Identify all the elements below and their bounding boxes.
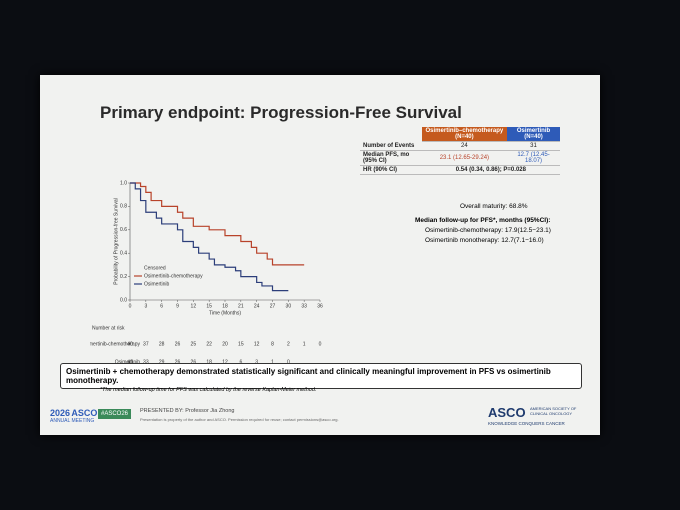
maturity: Overall maturity: 68.8% [460, 203, 528, 210]
x-tick-label: 36 [317, 303, 323, 309]
y-tick-label: 0.0 [120, 297, 127, 303]
y-tick-label: 1.0 [120, 180, 127, 186]
at-risk-count: 6 [239, 359, 242, 365]
hashtag: #ASCO26 [98, 409, 132, 419]
at-risk-name: Osimertinib-chemotherapy [90, 341, 140, 347]
x-tick-label: 15 [206, 303, 212, 309]
slide-title: Primary endpoint: Progression-Free Survi… [100, 103, 462, 122]
at-risk-count: 0 [287, 359, 290, 365]
follow-up-line: Osimertinib monotherapy: 12.7(7.1−16.0) [425, 237, 544, 244]
cell: 31 [507, 141, 560, 151]
x-tick-label: 0 [129, 303, 132, 309]
x-tick-label: 9 [176, 303, 179, 309]
x-tick-label: 24 [254, 303, 260, 309]
row-label: HR (90% CI) [360, 165, 422, 175]
at-risk-count: 12 [254, 341, 260, 347]
org: ASCO [71, 408, 98, 418]
legend-title: Censored [144, 265, 166, 271]
notice: Presentation is property of the author a… [140, 417, 339, 422]
at-risk-count: 29 [159, 359, 165, 365]
society: AMERICAN SOCIETY OF CLINICAL ONCOLOGY [530, 406, 577, 416]
y-tick-label: 0.6 [120, 227, 127, 233]
y-tick-label: 0.2 [120, 274, 127, 280]
x-tick-label: 12 [191, 303, 197, 309]
survival-curve [130, 182, 289, 292]
at-risk-name: Osimertinib [115, 359, 141, 365]
at-risk-count: 0 [319, 341, 322, 347]
at-risk-count: 18 [206, 359, 212, 365]
y-tick-label: 0.8 [120, 204, 127, 210]
column-header: Osimertinib (N=40) [507, 127, 560, 142]
at-risk-count: 15 [238, 341, 244, 347]
at-risk-count: 37 [143, 341, 149, 347]
at-risk-count: 33 [143, 359, 149, 365]
survival-curve [130, 182, 305, 266]
at-risk-count: 26 [191, 359, 197, 365]
x-tick-label: 21 [238, 303, 244, 309]
at-risk-count: 3 [255, 359, 258, 365]
at-risk-count: 26 [175, 359, 181, 365]
cell: 23.1 (12.65-29.24) [421, 150, 508, 166]
x-tick-label: 18 [222, 303, 228, 309]
cell: 24 [421, 141, 508, 151]
year: 2026 [50, 408, 71, 418]
legend-label: Osimertinib-chemotherapy [144, 273, 203, 279]
y-tick-label: 0.4 [120, 251, 127, 257]
follow-up-heading: Median follow-up for PFS*, months (95%CI… [415, 217, 551, 224]
column-header: Osimertinib–chemotherapy (N=40) [421, 127, 508, 142]
x-tick-label: 6 [160, 303, 163, 309]
row-label: Number of Events [360, 141, 422, 151]
row-label: Median PFS, mo (95% CI) [360, 150, 422, 166]
at-risk-count: 40 [127, 359, 133, 365]
at-risk-count: 22 [206, 341, 212, 347]
x-tick-label: 30 [286, 303, 292, 309]
y-axis-label: Probability of Progression-free Survival [113, 198, 119, 284]
legend-label: Osimertinib [144, 281, 170, 287]
at-risk-count: 25 [191, 341, 197, 347]
x-tick-label: 33 [301, 303, 307, 309]
at-risk-count: 40 [127, 341, 133, 347]
cell: 12.7 (12.45-18.07) [507, 150, 560, 166]
x-tick-label: 3 [144, 303, 147, 309]
footnote: *The median follow-up time for PFS was c… [100, 387, 317, 393]
slide: Primary endpoint: Progression-Free Survi… [40, 75, 600, 435]
x-axis-label: Time (Months) [209, 310, 241, 316]
meeting-logo: 2026 ASCO ANNUAL MEETING [50, 408, 97, 424]
meeting-name: ANNUAL MEETING [50, 418, 95, 424]
cell: 0.54 (0.34, 0.86); P=0.028 [421, 165, 560, 175]
presenter: PRESENTED BY: Professor Jia Zhong [140, 408, 235, 414]
follow-up-line: Osimertinib-chemotherapy: 17.9(12.5−23.1… [425, 227, 551, 234]
at-risk-count: 2 [287, 341, 290, 347]
at-risk-count: 20 [222, 341, 228, 347]
summary-table: Osimertinib–chemotherapy (N=40) Osimerti… [360, 127, 560, 175]
asco-logo: ASCO [488, 405, 526, 420]
conclusion: Osimertinib + chemotherapy demonstrated … [60, 363, 582, 389]
at-risk-count: 26 [175, 341, 181, 347]
at-risk-count: 12 [222, 359, 228, 365]
at-risk-count: 28 [159, 341, 165, 347]
at-risk-count: 1 [271, 359, 274, 365]
at-risk-count: 8 [271, 341, 274, 347]
at-risk-count: 1 [303, 341, 306, 347]
at-risk-title: Number at risk [92, 325, 125, 331]
tagline: KNOWLEDGE CONQUERS CANCER [488, 421, 565, 426]
km-chart: 0.00.20.40.60.81.00 3 6 9 12 15 18 21 24 27 30 33 36… [90, 180, 323, 365]
x-tick-label: 27 [270, 303, 276, 309]
